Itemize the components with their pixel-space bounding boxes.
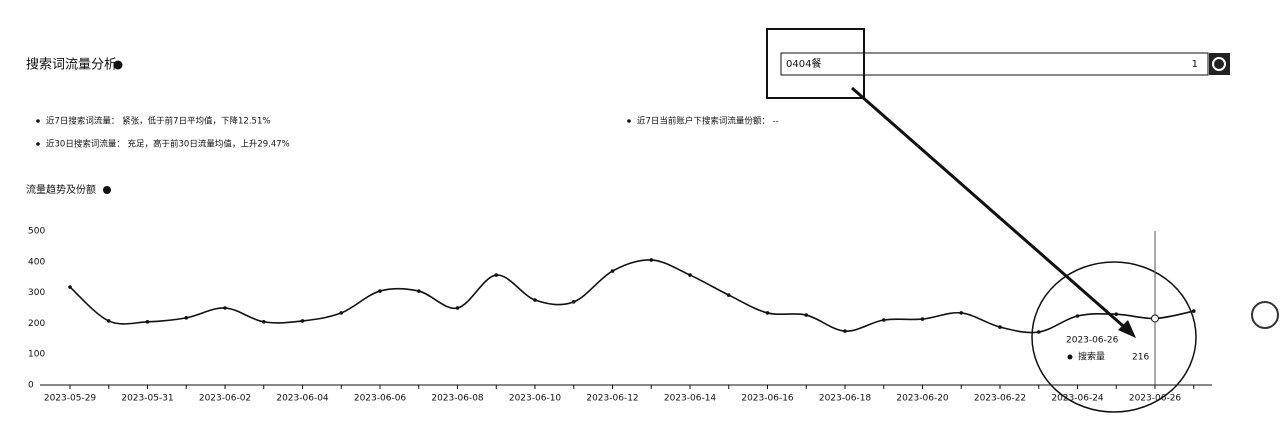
data-point [765,311,770,315]
tooltip-marker [1067,354,1073,360]
x-tick-label: 2023-06-16 [741,394,794,404]
section-title: 流量趋势及份额 [26,183,96,196]
data-point [1191,309,1196,313]
data-point [223,306,227,310]
data-point [106,319,111,323]
y-tick-label: 100 [28,350,45,360]
help-icon[interactable] [113,60,123,70]
search-text: 0404餐 [786,57,821,70]
data-point [494,273,499,277]
x-tick-label: 2023-05-29 [44,394,97,404]
x-tick-label: 2023-06-18 [819,394,872,404]
annotation-box [766,28,865,99]
x-tick-label: 2023-06-10 [509,394,562,404]
x-tick-label: 2023-06-06 [354,394,407,404]
tooltip-value: 216 [1132,353,1149,363]
data-point [726,293,731,297]
bullet: 近7日当前账户下搜索词流量份额： -- [637,116,779,127]
x-tick-label: 2023-06-08 [431,394,484,404]
data-point [533,298,537,302]
x-tick-label: 2023-05-31 [121,394,173,404]
bullet-dot [36,142,40,146]
help-icon[interactable] [103,186,111,194]
data-point [378,289,382,293]
x-tick-label: 2023-06-26 [1129,394,1182,404]
data-point [571,300,576,304]
data-point [261,320,266,324]
data-point [959,311,964,315]
data-point [1075,314,1080,318]
data-point [1114,312,1119,316]
data-point [68,285,72,289]
annotation-arrow [851,86,1131,334]
data-point [145,320,150,324]
bullet: 近7日搜索词流量： 紧张，低于前7日平均值，下降12.51% [46,116,270,127]
data-point [300,319,305,323]
data-point [920,317,925,321]
data-point [881,318,886,322]
bullet-dot [36,119,40,123]
tooltip-date: 2023-06-26 [1066,336,1119,346]
bullet: 近30日搜索词流量： 充足，高于前30日流量均值，上升29.47% [46,139,290,150]
x-tick-label: 2023-06-22 [974,394,1026,404]
y-tick-label: 200 [28,319,45,329]
x-tick-label: 2023-06-20 [896,394,949,404]
data-point [610,269,615,273]
y-tick-label: 300 [28,288,45,298]
tooltip-series: 搜索量 [1078,351,1105,363]
hover-point [1151,314,1159,323]
data-point [184,316,189,320]
data-point [843,329,847,333]
search-input[interactable] [780,52,1209,76]
data-point [1036,330,1041,334]
x-tick-label: 2023-06-02 [199,394,251,404]
assistant-icon[interactable] [1251,301,1279,329]
data-point [998,325,1002,329]
x-tick-label: 2023-06-04 [276,394,329,404]
y-tick-label: 500 [28,227,45,237]
x-tick-label: 2023-06-14 [664,394,717,404]
data-point [339,311,344,315]
search-button[interactable] [1209,53,1230,75]
data-point [416,289,421,293]
data-point [649,258,654,262]
page-title: 搜索词流量分析 [26,58,117,73]
search-count: 1 [1192,59,1198,70]
data-point [804,313,809,317]
x-tick-label: 2023-06-24 [1051,394,1104,404]
bullet-dot [627,119,631,123]
x-tick-label: 2023-06-12 [586,394,638,404]
series-line [69,259,1194,334]
arrow-head [1118,320,1136,338]
y-tick-label: 400 [28,257,45,267]
annotation-circle [1031,261,1197,413]
y-tick-label: 0 [28,381,34,391]
data-point [688,273,692,277]
search-icon [1212,57,1226,71]
data-point [455,306,460,310]
